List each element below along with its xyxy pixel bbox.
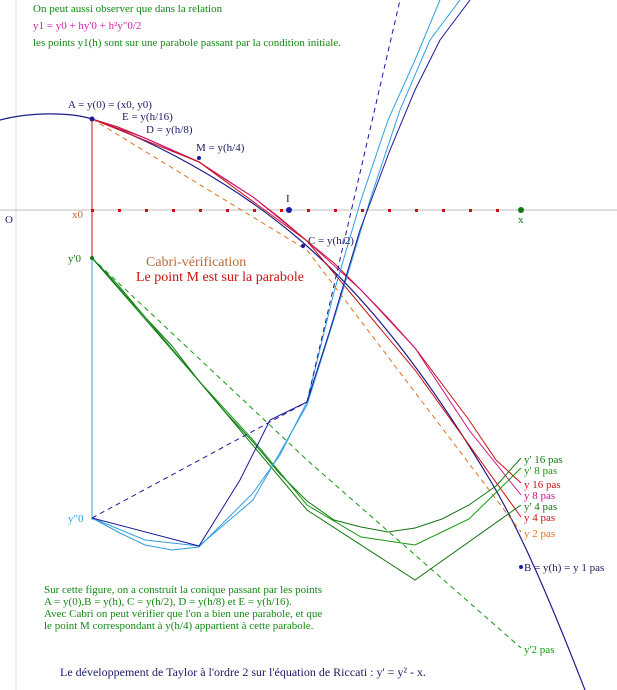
cabri-title: Cabri-vérification <box>146 255 246 270</box>
yp-8-steps <box>91 257 522 546</box>
note-line-3: Avec Cabri on peut vérifier que l'on a b… <box>44 608 322 620</box>
yp-16-steps <box>91 257 522 533</box>
y-8-steps <box>91 118 522 496</box>
ypp-dashed-line <box>91 401 308 519</box>
intro-formula: y1 = y0 + hy'0 + h²y"0/2 <box>33 20 141 32</box>
legend-yp16: y' 16 pas <box>524 454 563 466</box>
ypp-curve-2 <box>91 0 461 547</box>
ypp-curve-3 <box>91 0 471 547</box>
label-d: D = y(h/8) <box>146 124 193 136</box>
label-ypp0: y"0 <box>68 513 84 525</box>
legend-yp2: y'2 pas <box>524 644 554 656</box>
legend-y16: y 16 pas <box>524 479 561 491</box>
point-c-marker <box>301 244 305 248</box>
note-line-2: A = y(0),B = y(h), C = y(h/2), D = y(h/8… <box>44 596 292 608</box>
label-o: O <box>5 214 13 226</box>
label-x: x <box>518 214 524 226</box>
legend-yp4: y' 4 pas <box>524 501 557 513</box>
intro-line-1: On peut aussi observer que dans la relat… <box>33 3 223 15</box>
point-yp0-marker <box>90 256 94 260</box>
axis-step-markers <box>91 209 499 212</box>
footer-title: Le développement de Taylor à l'ordre 2 s… <box>60 665 426 679</box>
label-e: E = y(h/16) <box>122 111 173 123</box>
point-a-marker <box>89 116 95 122</box>
note-line-1: Sur cette figure, on a construit la coni… <box>44 584 322 596</box>
point-b-marker <box>519 565 523 569</box>
legend-yp8: y' 8 pas <box>524 465 557 477</box>
label-a: A = y(0) = (x0, y0) <box>68 99 152 111</box>
label-b: B = y(h) = y 1 pas <box>524 562 604 574</box>
point-i-marker <box>286 207 292 213</box>
legend-y2: y 2 pas <box>524 528 555 540</box>
cabri-subtitle: Le point M est sur la parabole <box>136 270 304 285</box>
legend-y4: y 4 pas <box>524 512 555 524</box>
point-m-marker <box>197 156 201 160</box>
label-i: I <box>286 193 290 205</box>
ypp-curve-1 <box>91 0 441 551</box>
y-4-steps <box>91 118 522 518</box>
steep-dashed-line <box>306 0 401 403</box>
legend-y8: y 8 pas <box>524 490 555 502</box>
label-yp0: y'0 <box>68 253 81 265</box>
point-x-marker <box>518 207 524 213</box>
label-x0: x0 <box>72 209 84 221</box>
y-2-steps <box>91 118 522 533</box>
yp-4-steps <box>91 257 522 581</box>
label-m: M = y(h/4) <box>196 142 245 154</box>
note-line-4: le point M correspondant à y(h/4) appart… <box>44 620 314 632</box>
label-c: C = y(h/2) <box>308 235 354 247</box>
intro-line-3: les points y1(h) sont sur une parabole p… <box>33 37 341 49</box>
